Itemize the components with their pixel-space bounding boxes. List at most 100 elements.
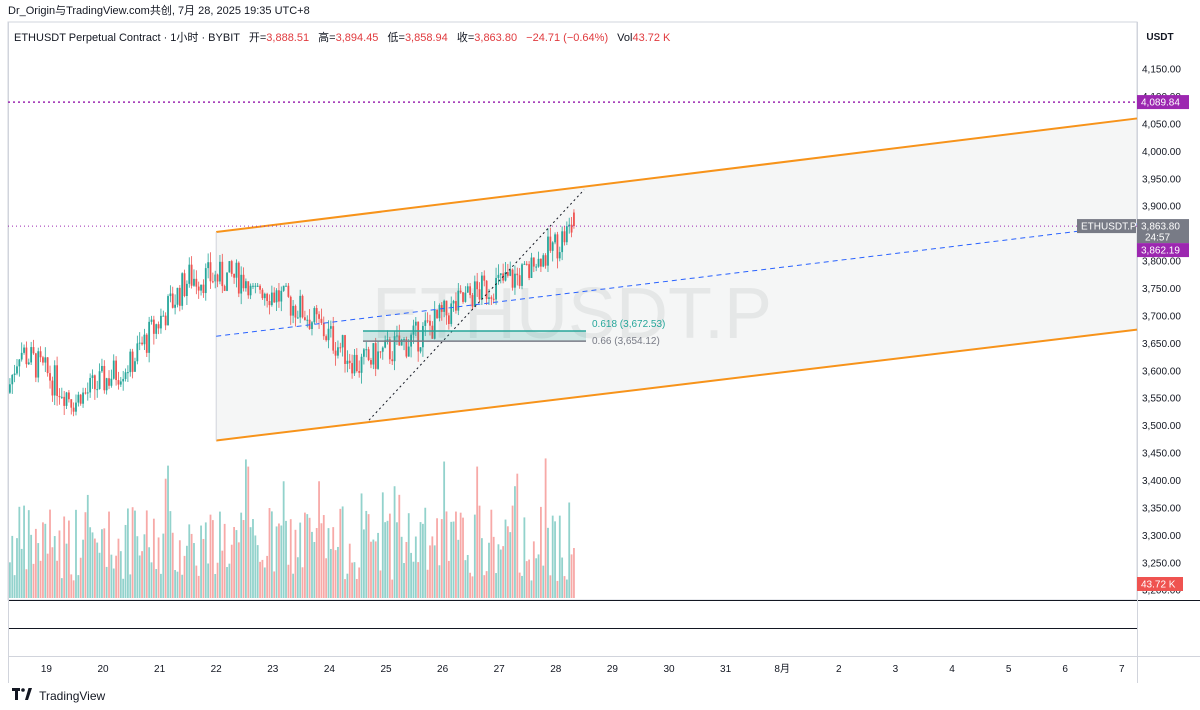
legend-vol: 43.72 K — [632, 32, 671, 44]
candle-body — [381, 347, 384, 352]
volume-bar — [384, 522, 387, 598]
volume-bar — [58, 530, 61, 598]
volume-bar — [558, 515, 561, 598]
candle-body — [294, 305, 297, 318]
volume-bar — [25, 569, 28, 598]
candle-body — [280, 290, 283, 302]
volume-bar — [304, 512, 306, 598]
candle-body — [122, 378, 125, 382]
candle-body — [176, 287, 179, 305]
volume-bar — [289, 519, 292, 598]
volume-bar — [226, 567, 228, 598]
candle-body — [112, 360, 115, 379]
candle-body — [193, 278, 195, 286]
channel-lower-line[interactable] — [216, 328, 1138, 442]
volume-bar — [429, 545, 431, 598]
volume-bar — [471, 576, 474, 598]
volume-bar — [216, 562, 219, 598]
price-tick-label: 3,650.00 — [1142, 339, 1181, 350]
fib-zone — [363, 331, 586, 342]
candle-body — [431, 325, 434, 339]
volume-bar — [200, 525, 202, 598]
volume-bar — [214, 573, 217, 598]
candle-body — [462, 292, 464, 302]
time-axis[interactable]: 19 20 21 22 23 24 25 26 27 28 29 30 31 8月 2 3 4 5 6 7 — [41, 663, 1125, 675]
volume-bar — [207, 563, 210, 598]
volume-bar — [296, 557, 299, 598]
volume-bar — [488, 542, 490, 598]
candle-body — [207, 262, 210, 269]
candle-body — [464, 292, 467, 302]
volume-bar — [256, 545, 259, 598]
volume-bar — [247, 466, 250, 598]
candle-body — [25, 347, 28, 365]
volume-bar — [457, 539, 460, 598]
symbol-tag: ETHUSDT.P — [1081, 222, 1137, 233]
volume-bar — [202, 538, 205, 598]
candle-body — [105, 378, 108, 391]
candle-body — [379, 351, 382, 353]
candle-body — [46, 357, 49, 374]
candle-body — [171, 293, 174, 308]
candle-body — [270, 292, 273, 306]
candle-body — [488, 297, 490, 299]
candle-body — [358, 371, 361, 373]
volume-bars — [9, 458, 575, 598]
candle-body — [233, 273, 235, 278]
legend-symbol[interactable]: ETHUSDT Perpetual Contract · 1小时 · BYBIT — [14, 32, 240, 44]
candle-body — [148, 321, 151, 353]
volume-bar — [254, 535, 257, 598]
volume-bar — [292, 573, 294, 598]
candle-body — [242, 274, 245, 289]
volume-bar — [537, 554, 540, 598]
price-tick-label: 3,500.00 — [1142, 421, 1181, 432]
volume-bar — [403, 563, 405, 598]
volume-bar — [563, 576, 566, 598]
grid — [7, 21, 1200, 683]
candle-body — [204, 268, 207, 294]
volume-bar — [86, 494, 89, 598]
candle-body — [183, 273, 186, 297]
drawings[interactable]: 0.618 (3,672.53) 0.66 (3,654.12) — [8, 101, 1138, 442]
candle-body — [164, 315, 167, 326]
volume-bar — [13, 575, 16, 598]
volume-bar — [570, 554, 573, 598]
volume-bar — [450, 521, 453, 598]
candle-body — [157, 324, 160, 329]
channel-upper-line[interactable] — [216, 117, 1138, 233]
volume-bar — [396, 522, 398, 598]
candle-body — [540, 258, 542, 267]
brand-name[interactable]: TradingView — [39, 689, 106, 703]
candle-body — [443, 300, 446, 312]
volume-bar — [322, 515, 325, 598]
price-tick-label: 4,050.00 — [1142, 119, 1181, 130]
volume-bar — [337, 546, 339, 598]
volume-bar — [556, 580, 559, 598]
candle-body — [530, 257, 533, 278]
volume-bar — [129, 574, 132, 598]
time-tick-label: 31 — [720, 664, 732, 675]
candle-body — [407, 346, 410, 357]
candle-body — [150, 319, 153, 322]
channel-midline[interactable] — [216, 223, 1138, 337]
candle-body — [339, 347, 342, 349]
attribution-bar: Dr_Origin与TradingView.com共创, 7月 28, 2025… — [0, 0, 1200, 22]
candle-body — [247, 281, 250, 296]
volume-bar — [150, 562, 153, 598]
candle-body — [509, 269, 512, 276]
legend-high: 3,894.45 — [335, 32, 379, 44]
candle-body — [282, 285, 285, 291]
candle-body — [556, 234, 559, 259]
candle-body — [568, 224, 571, 227]
volume-bar — [478, 505, 481, 598]
price-tick-label: 3,700.00 — [1142, 311, 1181, 322]
candle-body — [245, 281, 247, 289]
candle-body — [459, 290, 462, 293]
volume-bar — [152, 518, 155, 598]
candle-body — [412, 325, 415, 335]
price-axis[interactable]: USDT4,150.004,100.004,050.004,000.003,95… — [1142, 32, 1181, 597]
candle-body — [532, 257, 535, 267]
volume-bar — [278, 523, 280, 598]
volume-bar — [329, 548, 332, 598]
